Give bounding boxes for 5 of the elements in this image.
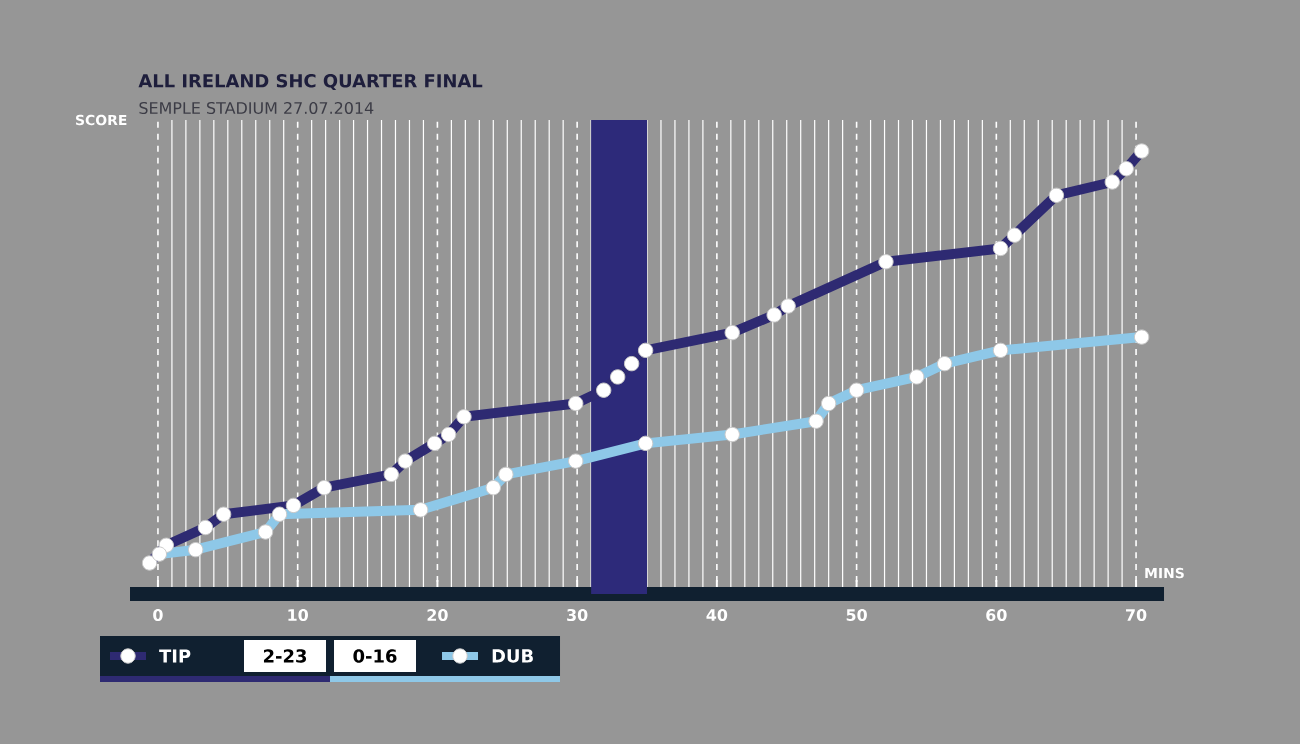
chart-title: ALL IRELAND SHC QUARTER FINAL xyxy=(138,74,483,90)
text: 2-23 xyxy=(263,649,307,663)
legend-label: DUB xyxy=(492,649,533,663)
text: 0-16 xyxy=(353,649,397,663)
legend-label: TIP xyxy=(159,649,191,663)
